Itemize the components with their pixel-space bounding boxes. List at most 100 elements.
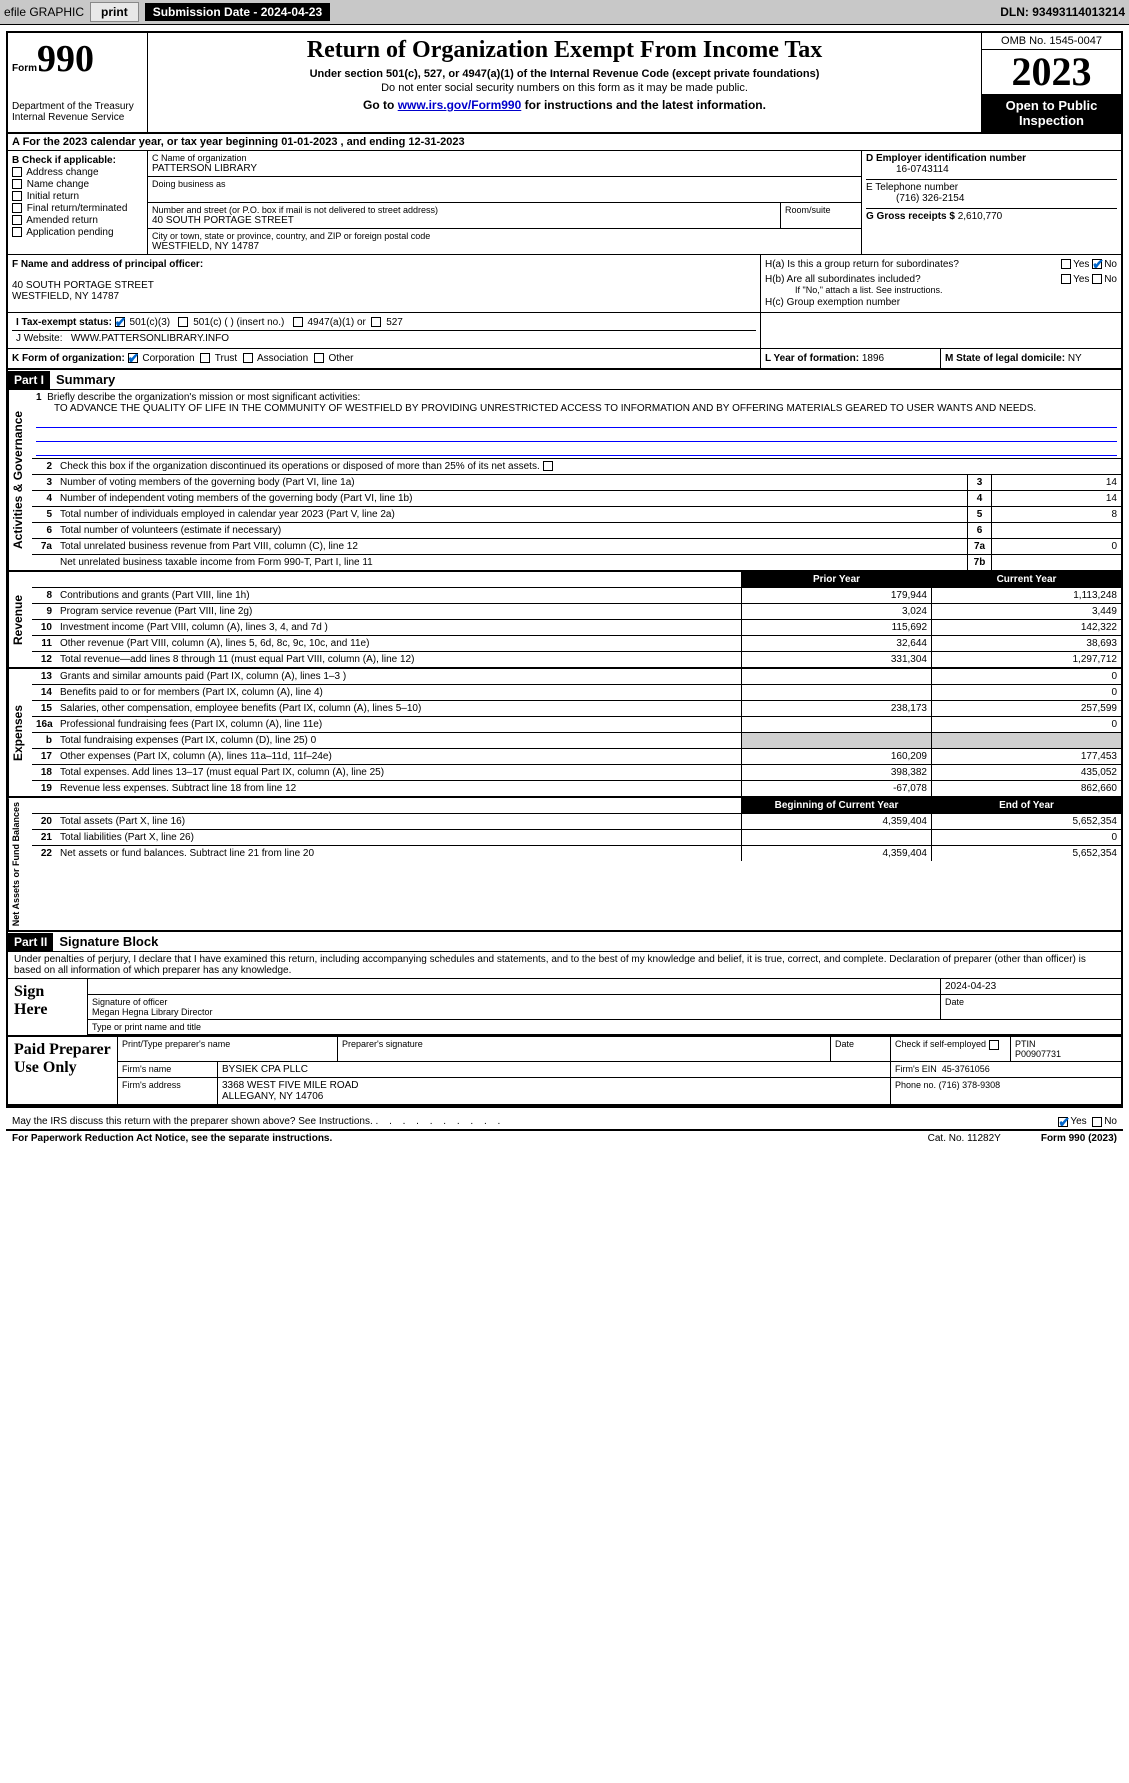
check-self-employed[interactable]	[989, 1040, 999, 1050]
check-name-change[interactable]: Name change	[12, 179, 143, 190]
check-initial-return[interactable]: Initial return	[12, 191, 143, 202]
check-501c3[interactable]	[115, 317, 125, 327]
org-name: PATTERSON LIBRARY	[152, 163, 857, 174]
check-other[interactable]	[314, 353, 324, 363]
curr-11: 38,693	[931, 636, 1121, 651]
goto-link-row: Go to www.irs.gov/Form990 for instructio…	[152, 98, 977, 112]
check-address-change[interactable]: Address change	[12, 167, 143, 178]
row-a-tax-year: A For the 2023 calendar year, or tax yea…	[8, 134, 1121, 151]
val-7b	[991, 555, 1121, 570]
end-21: 0	[931, 830, 1121, 845]
check-association[interactable]	[243, 353, 253, 363]
curr-10: 142,322	[931, 620, 1121, 635]
sign-here-label: Sign Here	[8, 979, 88, 1035]
dln-label: DLN: 93493114013214	[1000, 5, 1125, 19]
check-4947[interactable]	[293, 317, 303, 327]
instructions-link[interactable]: www.irs.gov/Form990	[398, 98, 522, 112]
entity-info-grid: B Check if applicable: Address change Na…	[8, 151, 1121, 255]
signature-block: Under penalties of perjury, I declare th…	[8, 952, 1121, 1037]
firm-ein: 45-3761056	[942, 1064, 990, 1074]
curr-16a: 0	[931, 717, 1121, 732]
tax-year: 2023	[982, 50, 1121, 94]
prior-14	[741, 685, 931, 700]
open-inspection-badge: Open to Public Inspection	[982, 94, 1121, 132]
firm-name: BYSIEK CPA PLLC	[218, 1062, 891, 1077]
begin-22: 4,359,404	[741, 846, 931, 861]
hc-group-exemption: H(c) Group exemption number	[765, 297, 1117, 308]
year-formation: 1896	[862, 353, 884, 364]
curr-19: 862,660	[931, 781, 1121, 796]
curr-13: 0	[931, 669, 1121, 684]
form-title: Return of Organization Exempt From Incom…	[152, 37, 977, 64]
check-discuss-no[interactable]	[1092, 1117, 1102, 1127]
pra-notice: For Paperwork Reduction Act Notice, see …	[12, 1133, 332, 1144]
prior-15: 238,173	[741, 701, 931, 716]
check-discuss-yes[interactable]	[1058, 1117, 1068, 1127]
val-6	[991, 523, 1121, 538]
officer-addr1: 40 SOUTH PORTAGE STREET	[12, 280, 756, 291]
form-subtitle: Under section 501(c), 527, or 4947(a)(1)…	[152, 68, 977, 80]
part-2-header: Part IISignature Block	[8, 932, 1121, 952]
sidebar-expenses: Expenses	[8, 669, 32, 796]
check-corporation[interactable]	[128, 353, 138, 363]
curr-8: 1,113,248	[931, 588, 1121, 603]
prior-8: 179,944	[741, 588, 931, 603]
page-footer: For Paperwork Reduction Act Notice, see …	[6, 1130, 1123, 1146]
section-c-name-address: C Name of organization PATTERSON LIBRARY…	[148, 151, 861, 254]
curr-17: 177,453	[931, 749, 1121, 764]
form-container: Form990 Department of the Treasury Inter…	[6, 31, 1123, 1108]
ein-value: 16-0743114	[866, 164, 1117, 175]
form-header: Form990 Department of the Treasury Inter…	[8, 33, 1121, 134]
section-f-h-row: F Name and address of principal officer:…	[8, 255, 1121, 313]
hb-subordinates: H(b) Are all subordinates included? Yes …	[765, 274, 1117, 285]
ha-group-return: H(a) Is this a group return for subordin…	[765, 259, 1117, 270]
prior-9: 3,024	[741, 604, 931, 619]
curr-18: 435,052	[931, 765, 1121, 780]
ssn-note: Do not enter social security numbers on …	[152, 82, 977, 94]
org-city: WESTFIELD, NY 14787	[152, 241, 857, 252]
section-b-checkboxes: B Check if applicable: Address change Na…	[8, 151, 148, 254]
top-toolbar: efile GRAPHIC print Submission Date - 20…	[0, 0, 1129, 25]
officer-name-title: Megan Hegna Library Director	[92, 1007, 213, 1017]
check-501c[interactable]	[178, 317, 188, 327]
prior-18: 398,382	[741, 765, 931, 780]
sidebar-governance: Activities & Governance	[8, 390, 32, 570]
curr-12: 1,297,712	[931, 652, 1121, 667]
cat-number: Cat. No. 11282Y	[928, 1133, 1001, 1144]
val-5: 8	[991, 507, 1121, 522]
perjury-declaration: Under penalties of perjury, I declare th…	[8, 952, 1121, 978]
curr-9: 3,449	[931, 604, 1121, 619]
dept-label: Department of the Treasury Internal Reve…	[12, 101, 143, 123]
prior-13	[741, 669, 931, 684]
val-7a: 0	[991, 539, 1121, 554]
section-expenses: Expenses 13Grants and similar amounts pa…	[8, 669, 1121, 798]
val-4: 14	[991, 491, 1121, 506]
section-k-row: K Form of organization: Corporation Trus…	[8, 349, 1121, 370]
officer-addr2: WESTFIELD, NY 14787	[12, 291, 756, 302]
org-street: 40 SOUTH PORTAGE STREET	[152, 215, 776, 226]
prior-19: -67,078	[741, 781, 931, 796]
prior-10: 115,692	[741, 620, 931, 635]
curr-14: 0	[931, 685, 1121, 700]
check-discontinued[interactable]	[543, 461, 553, 471]
check-amended-return[interactable]: Amended return	[12, 215, 143, 226]
check-application-pending[interactable]: Application pending	[12, 227, 143, 238]
sig-date: 2024-04-23	[941, 979, 1121, 994]
part-1-header: Part ISummary	[8, 370, 1121, 390]
end-22: 5,652,354	[931, 846, 1121, 861]
website-value: WWW.PATTERSONLIBRARY.INFO	[71, 333, 229, 344]
curr-15: 257,599	[931, 701, 1121, 716]
form-number-footer: Form 990 (2023)	[1041, 1133, 1117, 1144]
ptin-value: P00907731	[1015, 1049, 1061, 1059]
check-trust[interactable]	[200, 353, 210, 363]
begin-21	[741, 830, 931, 845]
check-527[interactable]	[371, 317, 381, 327]
paid-preparer-label: Paid Preparer Use Only	[8, 1037, 118, 1104]
discuss-with-preparer-row: May the IRS discuss this return with the…	[6, 1114, 1123, 1130]
prior-16a	[741, 717, 931, 732]
state-domicile: NY	[1068, 353, 1082, 364]
gross-receipts-value: 2,610,770	[958, 211, 1003, 222]
check-final-return[interactable]: Final return/terminated	[12, 203, 143, 214]
section-net-assets: Net Assets or Fund Balances Beginning of…	[8, 798, 1121, 932]
print-button[interactable]: print	[90, 2, 139, 22]
